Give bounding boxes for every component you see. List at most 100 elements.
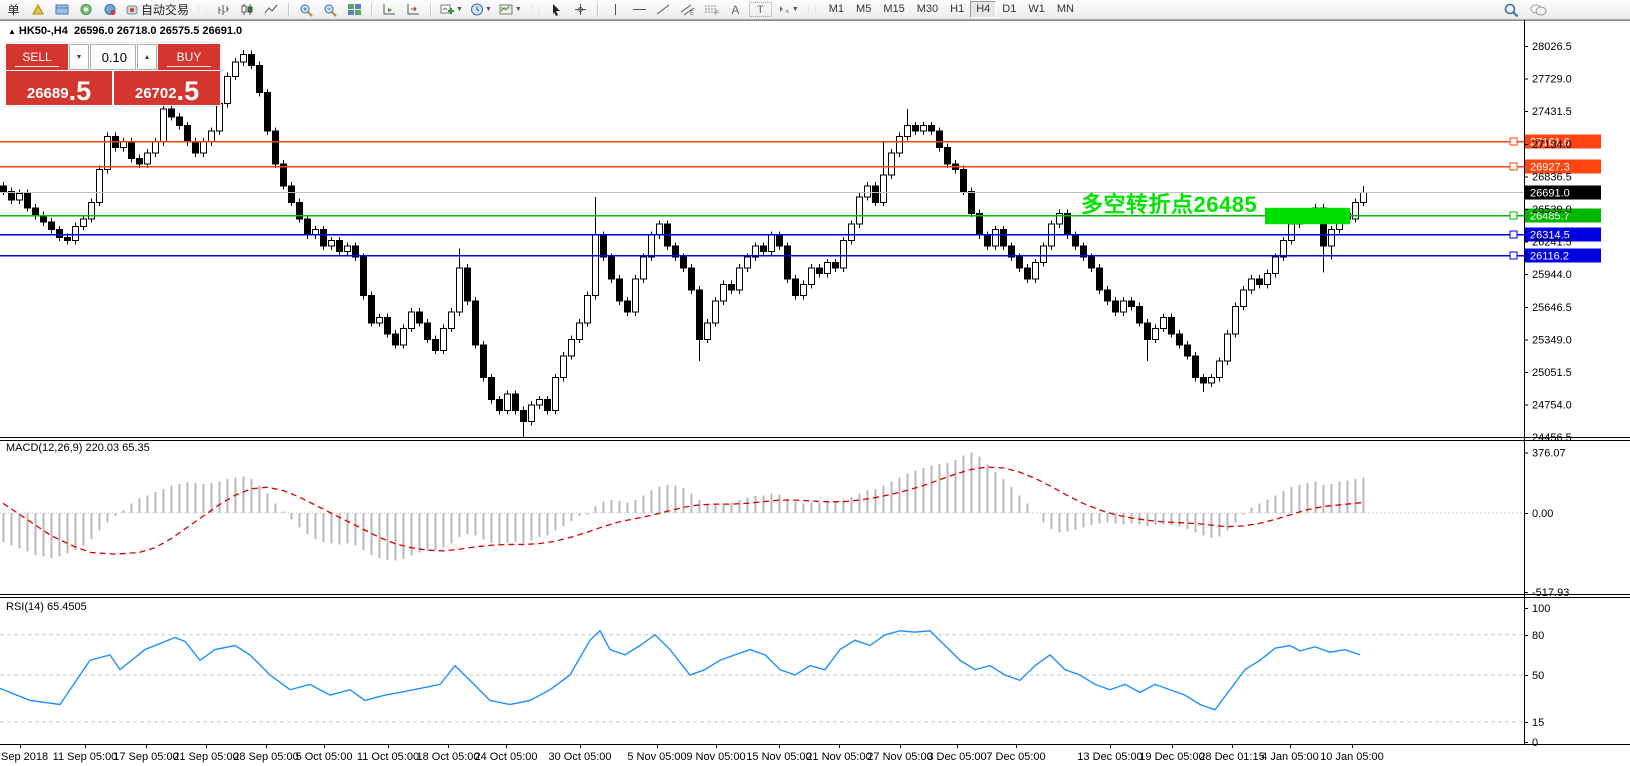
candlestick-icon[interactable]	[237, 1, 258, 18]
cursor-tool-icon[interactable]	[546, 1, 567, 18]
buy-price-frac: .5	[176, 76, 200, 106]
buy-button[interactable]: BUY	[158, 44, 220, 70]
bar-chart-icon[interactable]	[213, 1, 234, 18]
timeframe-m5[interactable]: M5	[856, 3, 872, 15]
svg-text:24754.0: 24754.0	[1532, 400, 1572, 412]
timeframe-d1[interactable]: D1	[1002, 3, 1017, 15]
svg-text:4 Jan 05:00: 4 Jan 05:00	[1261, 751, 1319, 763]
candles	[0, 50, 1367, 437]
trendline-tool-icon[interactable]	[653, 1, 674, 18]
svg-text:11 Oct 05:00: 11 Oct 05:00	[357, 751, 419, 763]
sell-price-main: 26689	[26, 85, 69, 102]
svg-text:21 Nov 05:00: 21 Nov 05:00	[806, 751, 871, 763]
svg-text:3 Dec 05:00: 3 Dec 05:00	[927, 751, 986, 763]
chart-profiles-icon[interactable]	[27, 1, 48, 18]
chat-icon[interactable]	[1528, 1, 1549, 18]
symbol-title: ▲ HK50-,H4 26596.0 26718.0 26575.5 26691.…	[8, 25, 242, 37]
svg-text:18 Oct 05:00: 18 Oct 05:00	[417, 751, 480, 763]
svg-text:5 Oct 05:00: 5 Oct 05:00	[296, 751, 353, 763]
auto-scroll-icon[interactable]	[379, 1, 400, 18]
svg-text:26485.7: 26485.7	[1530, 211, 1570, 223]
svg-text:E: E	[690, 11, 694, 16]
sell-button[interactable]: SELL	[6, 44, 68, 70]
rsi-panel: 100 80 50 15 0	[0, 603, 1550, 749]
macd-values: 220.03 65.35	[85, 442, 150, 454]
svg-text:27431.5: 27431.5	[1532, 106, 1572, 118]
toolbar: 单 自动交易 ⋮⋮	[0, 0, 1630, 20]
volume-increase-button[interactable]: ▲	[137, 44, 157, 70]
text-label-tool-icon[interactable]: T	[748, 2, 772, 17]
volume-input[interactable]: 0.10	[90, 44, 136, 70]
equidistant-channel-tool-icon[interactable]: E	[677, 1, 698, 18]
buy-price-quote[interactable]: 26702.5	[114, 71, 220, 105]
arrows-tool-icon[interactable]: ▼	[775, 1, 801, 18]
timeframe-mn[interactable]: MN	[1056, 3, 1074, 15]
svg-text:376.07: 376.07	[1532, 447, 1566, 459]
svg-text:0: 0	[1532, 737, 1538, 749]
timeframe-m15[interactable]: M15	[883, 3, 905, 15]
search-icon[interactable]	[1501, 1, 1522, 18]
svg-text:25349.0: 25349.0	[1532, 334, 1572, 346]
svg-text:27134.0: 27134.0	[1532, 139, 1572, 151]
zoom-in-icon[interactable]	[296, 1, 317, 18]
toolbar-separator	[596, 2, 599, 17]
line-chart-icon[interactable]	[261, 1, 282, 18]
svg-text:24456.5: 24456.5	[1532, 432, 1572, 444]
timeframe-w1[interactable]: W1	[1028, 3, 1045, 15]
svg-text:28 Dec 01:15: 28 Dec 01:15	[1199, 751, 1264, 763]
autotrading-button[interactable]: 自动交易	[123, 1, 191, 18]
timeframe-h1[interactable]: H1	[950, 3, 965, 15]
market-watch-icon[interactable]	[51, 1, 72, 18]
pivot-annotation-text: 多空转折点26485	[1081, 192, 1258, 217]
svg-text:11 Sep 05:00: 11 Sep 05:00	[53, 751, 118, 763]
templates-button[interactable]: ▼	[497, 1, 524, 18]
horizontal-line-tool-icon[interactable]	[629, 1, 650, 18]
zoom-out-icon[interactable]	[320, 1, 341, 18]
text-tool-icon[interactable]: A	[731, 2, 740, 17]
svg-text:21 Sep 05:00: 21 Sep 05:00	[173, 751, 238, 763]
tile-windows-icon[interactable]	[344, 1, 365, 18]
navigator-icon[interactable]	[75, 1, 96, 18]
toolbar-grip: ⋮⋮	[527, 5, 543, 14]
svg-text:5 Nov 05:00: 5 Nov 05:00	[627, 751, 686, 763]
svg-text:5 Sep 2018: 5 Sep 2018	[0, 751, 48, 763]
dropdown-caret-icon: ▼	[514, 6, 522, 13]
svg-text:25051.5: 25051.5	[1532, 367, 1572, 379]
fibonacci-tool-icon[interactable]: F	[701, 1, 722, 18]
new-chart-button[interactable]: ▼	[438, 1, 465, 18]
svg-text:13 Dec 05:00: 13 Dec 05:00	[1077, 751, 1142, 763]
terminal-icon[interactable]	[99, 1, 120, 18]
chart-shift-icon[interactable]	[403, 1, 424, 18]
svg-text:27 Nov 05:00: 27 Nov 05:00	[867, 751, 932, 763]
svg-text:19 Dec 05:00: 19 Dec 05:00	[1139, 751, 1204, 763]
timeframe-group: M1 M5 M15 M30 H1 H4 D1 W1 MN	[823, 1, 1080, 18]
volume-decrease-button[interactable]: ▼	[69, 44, 89, 70]
svg-text:26314.5: 26314.5	[1530, 230, 1570, 242]
macd-label: MACD(12,26,9) 220.03 65.35	[6, 442, 150, 454]
vertical-line-tool-icon[interactable]	[605, 1, 626, 18]
svg-text:F: F	[715, 11, 719, 16]
one-click-trading-panel: SELL ▼ 0.10 ▲ BUY 26689.5 26702.5	[5, 43, 221, 106]
timeframe-m30[interactable]: M30	[916, 3, 939, 15]
price-axis: 28026.5 27729.0 27431.5 27134.0 26836.5 26539…	[1524, 41, 1572, 444]
svg-text:24 Oct 05:00: 24 Oct 05:00	[475, 751, 538, 763]
dropdown-caret-icon: ▼	[484, 6, 492, 13]
periods-button[interactable]: ▼	[468, 1, 494, 18]
svg-text:-517.93: -517.93	[1532, 587, 1569, 599]
sell-price-quote[interactable]: 26689.5	[6, 71, 112, 105]
crosshair-tool-icon[interactable]	[570, 1, 591, 18]
toolbar-separator	[371, 2, 374, 17]
svg-text:7 Dec 05:00: 7 Dec 05:00	[986, 751, 1045, 763]
rsi-value: 65.4505	[46, 601, 87, 613]
timeframe-m1[interactable]: M1	[828, 3, 845, 15]
svg-text:80: 80	[1532, 630, 1544, 642]
new-order-button[interactable]: 单	[7, 3, 20, 17]
timeframe-h4[interactable]: H4	[970, 1, 997, 18]
svg-text:10 Jan 05:00: 10 Jan 05:00	[1320, 751, 1384, 763]
rsi-name: RSI(14)	[6, 601, 44, 613]
svg-text:26539.0: 26539.0	[1532, 204, 1572, 216]
svg-text:28026.5: 28026.5	[1532, 41, 1572, 53]
svg-text:50: 50	[1532, 670, 1544, 682]
svg-text:26836.5: 26836.5	[1532, 171, 1572, 183]
